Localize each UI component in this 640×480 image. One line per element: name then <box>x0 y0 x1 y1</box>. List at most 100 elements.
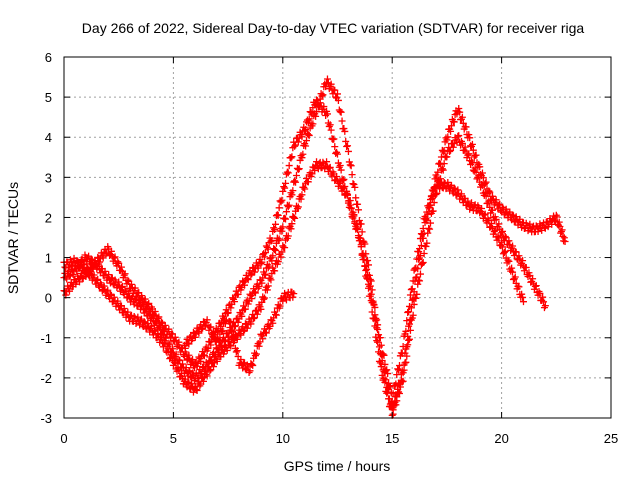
data-point <box>343 142 351 150</box>
data-point <box>118 282 126 290</box>
data-point <box>226 341 234 349</box>
data-point <box>409 311 417 319</box>
data-point <box>559 232 567 240</box>
data-point <box>403 352 411 360</box>
data-point <box>552 211 560 219</box>
data-point <box>454 132 462 140</box>
data-point <box>305 115 313 123</box>
data-point <box>244 300 252 308</box>
data-point <box>292 178 300 186</box>
data-point <box>488 220 496 228</box>
data-point <box>399 377 407 385</box>
data-point <box>243 324 251 332</box>
data-point <box>418 259 426 267</box>
data-point <box>498 238 506 246</box>
data-point <box>288 153 296 161</box>
data-point <box>102 250 110 258</box>
data-point <box>505 237 513 245</box>
data-point <box>381 360 389 368</box>
data-point <box>468 157 476 165</box>
data-point <box>269 319 277 327</box>
data-point <box>215 337 223 345</box>
data-point <box>398 350 406 358</box>
data-point <box>323 110 331 118</box>
data-point <box>253 310 261 318</box>
data-point <box>433 173 441 181</box>
data-point <box>184 378 192 386</box>
data-point <box>511 273 519 281</box>
data-point <box>466 134 474 142</box>
data-point <box>347 204 355 212</box>
y-tick-label: 3 <box>45 170 52 185</box>
data-point <box>99 254 107 262</box>
data-point <box>184 339 192 347</box>
data-point <box>440 160 448 168</box>
data-point <box>282 179 290 187</box>
data-point <box>346 161 354 169</box>
data-point <box>423 239 431 247</box>
data-point <box>279 223 287 231</box>
data-point <box>364 271 372 279</box>
data-point <box>404 341 412 349</box>
data-point <box>492 215 500 223</box>
data-point <box>171 358 179 366</box>
data-point <box>499 243 507 251</box>
data-point <box>230 298 238 306</box>
y-tick-label: 4 <box>45 130 52 145</box>
data-point <box>145 299 153 307</box>
data-point <box>223 346 231 354</box>
data-point <box>509 211 517 219</box>
data-point <box>206 367 214 375</box>
data-point <box>272 311 280 319</box>
data-point <box>261 271 269 279</box>
data-point <box>346 197 354 205</box>
data-point <box>134 313 142 321</box>
data-point <box>271 246 279 254</box>
data-points <box>60 75 569 419</box>
data-point <box>504 256 512 264</box>
data-point <box>354 200 362 208</box>
data-point <box>227 304 235 312</box>
data-point <box>221 320 229 328</box>
data-point <box>158 318 166 326</box>
data-point <box>277 253 285 261</box>
data-point <box>323 75 331 83</box>
data-point <box>416 277 424 285</box>
data-point <box>252 350 260 358</box>
data-point <box>478 180 486 188</box>
data-point <box>389 390 397 398</box>
data-point <box>302 126 310 134</box>
data-point <box>117 284 125 292</box>
data-point <box>100 282 108 290</box>
data-point <box>200 352 208 360</box>
data-point <box>278 248 286 256</box>
data-point <box>419 225 427 233</box>
data-point <box>327 80 335 88</box>
data-point <box>267 237 275 245</box>
data-point <box>375 357 383 365</box>
x-axis-label: GPS time / hours <box>284 458 391 474</box>
data-point <box>409 277 417 285</box>
data-point <box>234 318 242 326</box>
data-point <box>539 293 547 301</box>
data-point <box>419 258 427 266</box>
data-point <box>228 327 236 335</box>
data-point <box>412 294 420 302</box>
data-point <box>287 225 295 233</box>
data-point <box>303 137 311 145</box>
data-point <box>375 348 383 356</box>
data-point <box>444 133 452 141</box>
data-point <box>127 280 135 288</box>
data-point <box>237 356 245 364</box>
data-point <box>213 357 221 365</box>
data-point <box>351 183 359 191</box>
data-point <box>288 220 296 228</box>
data-point <box>120 304 128 312</box>
data-point <box>271 267 279 275</box>
data-point <box>377 363 385 371</box>
data-point <box>111 253 119 261</box>
data-point <box>464 151 472 159</box>
data-point <box>297 195 305 203</box>
data-point <box>402 327 410 335</box>
